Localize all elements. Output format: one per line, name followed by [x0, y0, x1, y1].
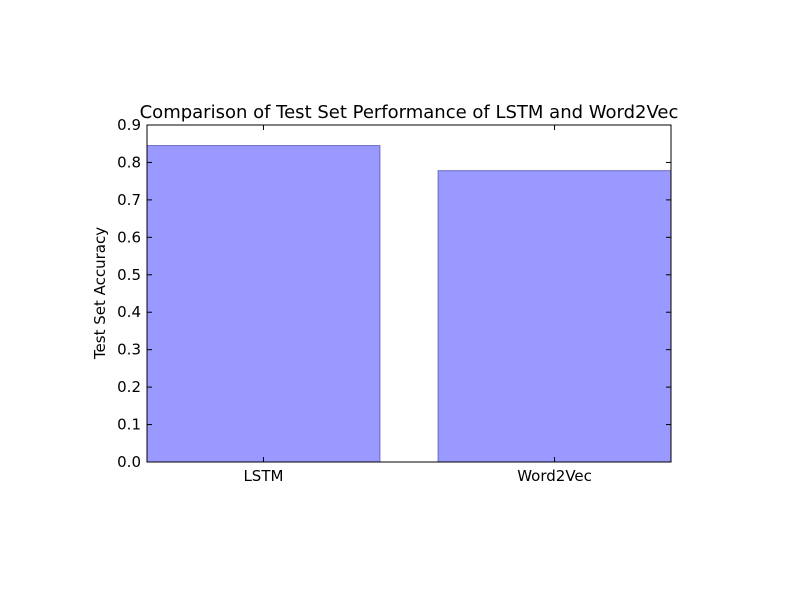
x-tick-label: Word2Vec — [517, 467, 592, 485]
y-tick-label: 0.5 — [117, 266, 141, 284]
bar-lstm — [146, 145, 381, 463]
y-tick-label: 0.9 — [117, 116, 141, 134]
y-tick-label: 0.3 — [117, 341, 141, 359]
y-tick-label: 0.7 — [117, 191, 141, 209]
x-tick-label: LSTM — [243, 467, 283, 485]
y-tick-label: 0.1 — [117, 416, 141, 434]
y-tick-label: 0.0 — [117, 453, 141, 471]
axes-frame — [146, 124, 672, 463]
y-axis-label: Test Set Accuracy — [91, 227, 109, 360]
chart-title: Comparison of Test Set Performance of LS… — [140, 102, 679, 123]
y-tick-label: 0.4 — [117, 303, 141, 321]
plot-area: 0.0 0.1 0.2 0.3 0.4 0.5 0.6 0.7 0.8 0.9 LSTM Word2V… — [117, 116, 672, 485]
y-tick-label: 0.8 — [117, 153, 141, 171]
y-tick-label: 0.2 — [117, 378, 141, 396]
bar-word2vec — [437, 170, 672, 463]
y-tick-label: 0.6 — [117, 228, 141, 246]
